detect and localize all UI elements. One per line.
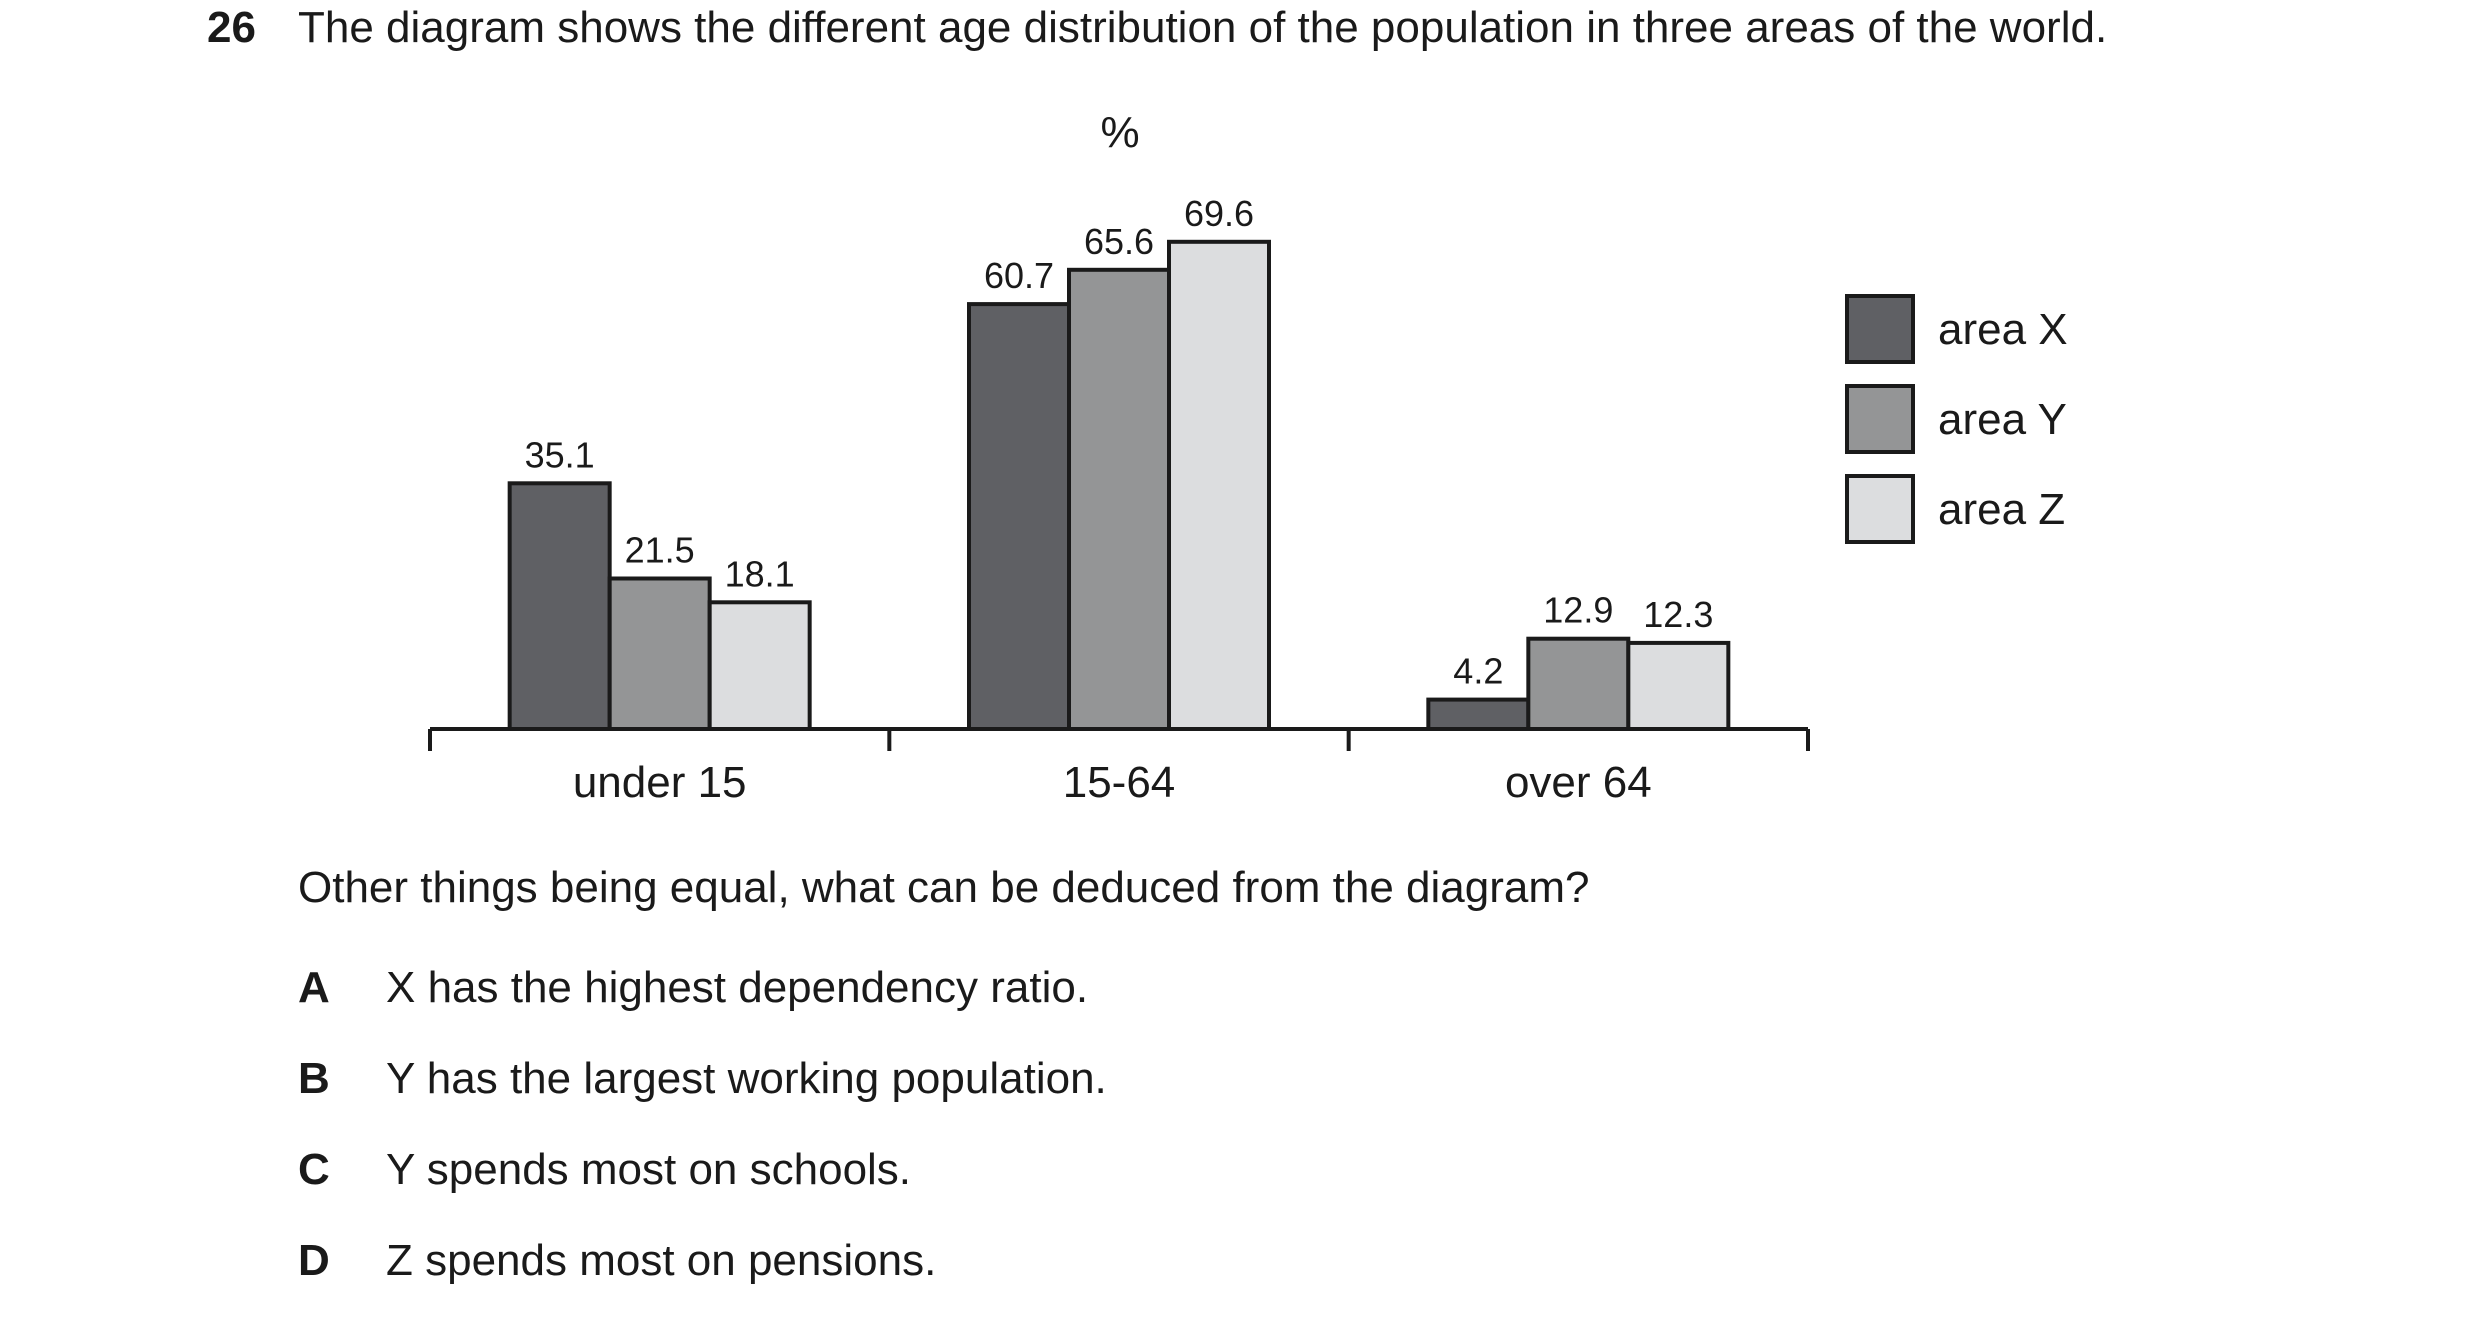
bar-chart: % 35.1 21.5 18.1 under 15 60.7 65.6 69.6 15-64 4.… xyxy=(428,108,2068,807)
option-text: X has the highest dependency ratio. xyxy=(386,963,1089,1012)
legend-label: area Z xyxy=(1938,485,2065,534)
bar-area-x-1 xyxy=(967,302,1071,731)
option-letter: B xyxy=(298,1054,330,1103)
data-label: 4.2 xyxy=(1453,651,1503,692)
legend-label: area X xyxy=(1938,305,2068,354)
bar-area-z-0 xyxy=(707,600,812,731)
x-tick-label: 15-64 xyxy=(1063,758,1176,807)
data-label: 12.9 xyxy=(1543,590,1613,631)
data-label: 35.1 xyxy=(525,434,595,475)
data-label: 69.6 xyxy=(1184,193,1254,234)
data-label: 12.3 xyxy=(1643,594,1713,635)
data-label: 18.1 xyxy=(725,553,795,594)
bar-area-x-2 xyxy=(1426,697,1531,731)
bar-area-z-1 xyxy=(1167,239,1271,732)
legend-swatch xyxy=(1845,384,1915,454)
option-letter: A xyxy=(298,963,330,1012)
bar-area-y-1 xyxy=(1067,267,1171,731)
x-tick-label: under 15 xyxy=(573,758,747,807)
question-prompt: Other things being equal, what can be de… xyxy=(298,863,1590,912)
option-text: Z spends most on pensions. xyxy=(386,1236,937,1285)
bar-area-y-0 xyxy=(607,576,712,731)
unit-label: % xyxy=(1100,108,1139,157)
legend-label: area Y xyxy=(1938,395,2067,444)
option-letter: D xyxy=(298,1236,330,1285)
question-text: The diagram shows the different age dist… xyxy=(298,3,2108,52)
legend-swatch xyxy=(1845,474,1915,544)
option-text: Y has the largest working population. xyxy=(386,1054,1107,1103)
bar-area-y-2 xyxy=(1526,636,1631,732)
legend-swatch xyxy=(1845,294,1915,364)
data-label: 21.5 xyxy=(625,530,695,571)
data-label: 60.7 xyxy=(984,255,1054,296)
question-number: 26 xyxy=(207,3,256,52)
bar-area-x-0 xyxy=(507,481,612,731)
x-tick-label: over 64 xyxy=(1505,758,1652,807)
data-label: 65.6 xyxy=(1084,221,1154,262)
bar-area-z-2 xyxy=(1626,640,1731,732)
option-text: Y spends most on schools. xyxy=(386,1145,912,1194)
option-letter: C xyxy=(298,1145,330,1194)
